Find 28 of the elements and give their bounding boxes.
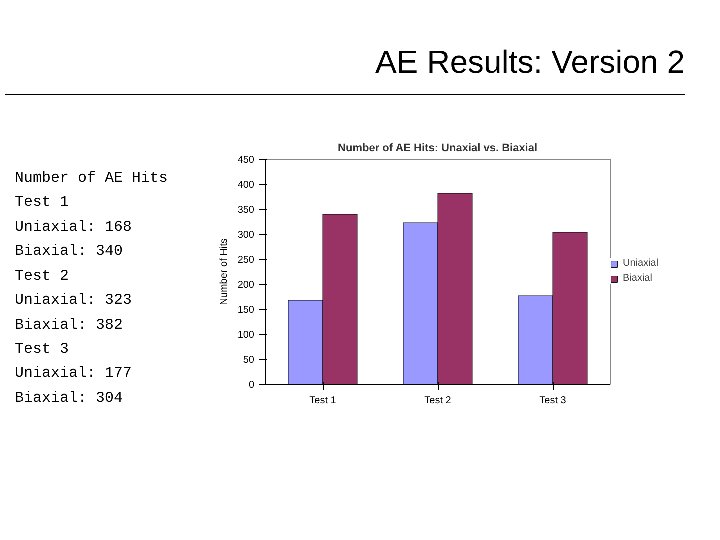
text: Uniaxial: 177 xyxy=(15,364,134,384)
legend-label: Biaxial xyxy=(623,273,652,284)
y-tick-label: 50 xyxy=(243,355,255,366)
x-tick-label: Test 2 xyxy=(424,396,452,406)
y-tick-label: 250 xyxy=(238,255,255,266)
text: Test 2 xyxy=(15,266,70,287)
text: Uniaxial: 323 xyxy=(15,291,134,312)
text: Uniaxial: 168 xyxy=(15,218,134,238)
text: Biaxial: 340 xyxy=(15,242,124,262)
y-tick-label: 100 xyxy=(238,330,255,341)
y-tick-label: 200 xyxy=(238,280,255,291)
chart-title: AE Results: Version 2 xyxy=(5,40,685,95)
y-tick-label: 450 xyxy=(238,155,255,166)
x-tick-label: Test 1 xyxy=(310,396,337,406)
x-tick-label: Test 3 xyxy=(540,396,567,406)
text: Biaxial: 382 xyxy=(15,316,124,336)
y-tick-label: 400 xyxy=(238,180,255,191)
chart-subtitle: Number of AE Hits: Unaxial vs. Biaxial xyxy=(338,142,538,154)
y-tick-label: 150 xyxy=(238,305,255,316)
text: Test 3 xyxy=(15,340,70,360)
legend-label: Uniaxial xyxy=(623,258,659,269)
text: Number of AE Hits xyxy=(15,169,168,189)
y-tick-label: 0 xyxy=(248,380,255,391)
text: Test 1 xyxy=(15,193,70,214)
y-tick-label: 350 xyxy=(238,205,255,216)
text: Biaxial: 304 xyxy=(15,388,124,409)
y-tick-label: 300 xyxy=(238,230,255,241)
y-axis-title: Number of Hits xyxy=(218,238,230,306)
